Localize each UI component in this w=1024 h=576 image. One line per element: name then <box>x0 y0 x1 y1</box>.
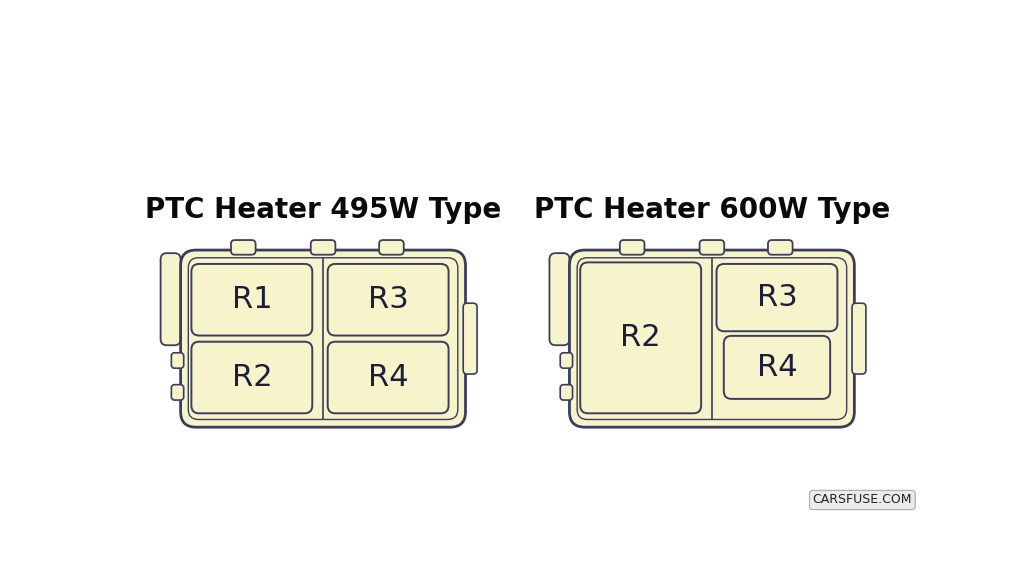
FancyBboxPatch shape <box>463 303 477 374</box>
FancyBboxPatch shape <box>699 240 724 255</box>
FancyBboxPatch shape <box>724 336 830 399</box>
FancyBboxPatch shape <box>328 264 449 336</box>
FancyBboxPatch shape <box>191 264 312 336</box>
FancyBboxPatch shape <box>191 342 312 414</box>
Text: CARSFUSE.COM: CARSFUSE.COM <box>813 494 912 506</box>
Text: PTC Heater 600W Type: PTC Heater 600W Type <box>534 196 890 224</box>
FancyBboxPatch shape <box>180 250 466 427</box>
Text: PTC Heater 495W Type: PTC Heater 495W Type <box>145 196 501 224</box>
FancyBboxPatch shape <box>569 250 854 427</box>
Text: R1: R1 <box>231 285 272 314</box>
FancyBboxPatch shape <box>550 253 569 345</box>
FancyBboxPatch shape <box>328 342 449 414</box>
FancyBboxPatch shape <box>717 264 838 331</box>
Text: R2: R2 <box>621 323 662 353</box>
FancyBboxPatch shape <box>560 353 572 368</box>
Text: R3: R3 <box>368 285 409 314</box>
Text: R2: R2 <box>231 363 272 392</box>
FancyBboxPatch shape <box>379 240 403 255</box>
FancyBboxPatch shape <box>171 385 183 400</box>
FancyBboxPatch shape <box>768 240 793 255</box>
FancyBboxPatch shape <box>581 263 701 414</box>
FancyBboxPatch shape <box>231 240 256 255</box>
FancyBboxPatch shape <box>310 240 336 255</box>
FancyBboxPatch shape <box>620 240 644 255</box>
Text: R4: R4 <box>368 363 409 392</box>
FancyBboxPatch shape <box>852 303 866 374</box>
FancyBboxPatch shape <box>171 353 183 368</box>
FancyBboxPatch shape <box>560 385 572 400</box>
FancyBboxPatch shape <box>578 258 847 419</box>
Text: R3: R3 <box>757 283 798 312</box>
FancyBboxPatch shape <box>161 253 180 345</box>
FancyBboxPatch shape <box>188 258 458 419</box>
Text: R4: R4 <box>757 353 798 382</box>
